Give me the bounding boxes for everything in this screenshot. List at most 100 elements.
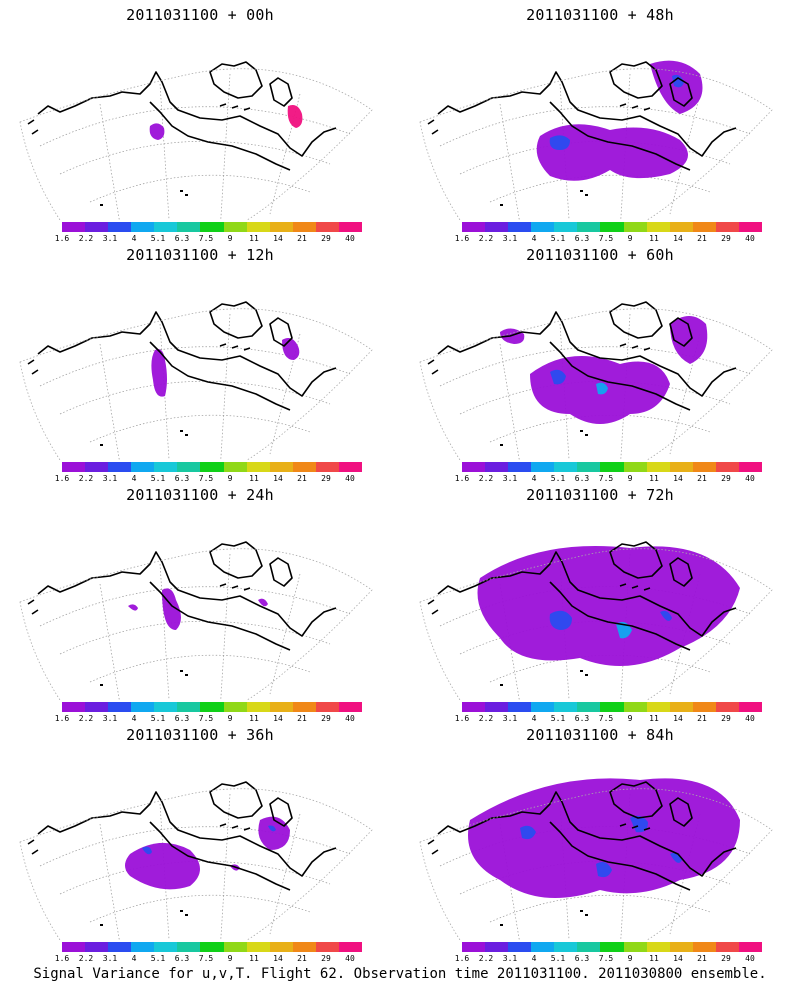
colorbar-swatch (738, 462, 763, 472)
colorbar-tick-label: 1.6 (454, 234, 470, 243)
figure-caption: Signal Variance for u,v,T. Flight 62. Ob… (33, 966, 767, 982)
variance-contour (550, 369, 566, 385)
colorbar-swatch (246, 222, 270, 232)
colorbar-swatch (292, 222, 316, 232)
coastline (27, 541, 337, 651)
coastline (427, 301, 737, 411)
colorbar-swatch (177, 702, 201, 712)
colorbar-swatch (246, 702, 270, 712)
variance-contour (500, 328, 525, 344)
colorbar-swatch (715, 222, 739, 232)
variance-contour (549, 610, 572, 630)
colorbar-tick-label: 9 (627, 714, 633, 723)
colorbar (62, 942, 363, 952)
variance-contour (287, 105, 303, 128)
colorbar-swatch (623, 942, 647, 952)
colorbar-swatch (715, 702, 739, 712)
variance-contour (672, 74, 684, 88)
variance-contour (258, 816, 290, 850)
colorbar (462, 702, 763, 712)
colorbar-swatch (462, 222, 486, 232)
colorbar-swatch (508, 702, 532, 712)
island (580, 430, 583, 432)
colorbar-swatch (623, 702, 647, 712)
colorbar-swatch (692, 942, 716, 952)
polar-map (419, 778, 773, 940)
colorbar-swatch (154, 942, 178, 952)
colorbar-ticks: 1.6 2.2 3.1 4 5.1 6.3 7.5 9 11 14 21 29 40 (455, 474, 762, 484)
polar-map (419, 60, 773, 220)
colorbar-tick-label: 7.5 (598, 474, 614, 483)
colorbar-tick-label: 14 (273, 954, 283, 963)
colorbar-swatch (292, 942, 316, 952)
island (500, 444, 503, 446)
island (180, 430, 183, 432)
colorbar (462, 462, 763, 472)
colorbar-tick-label: 6.3 (174, 954, 190, 963)
colorbar-ticks: 1.6 2.2 3.1 4 5.1 6.3 7.5 9 11 14 21 29 40 (55, 234, 362, 244)
colorbar-swatch (554, 222, 578, 232)
island (500, 204, 503, 206)
colorbar-tick-label: 21 (697, 954, 707, 963)
colorbar-tick-label: 5.1 (550, 954, 566, 963)
colorbar-tick-label: 29 (721, 714, 731, 723)
coastline (27, 61, 337, 171)
colorbar-swatch (577, 702, 601, 712)
colorbar-swatch (646, 222, 670, 232)
island (100, 924, 103, 926)
colorbar-tick-label: 4 (531, 474, 537, 483)
colorbar-tick-label: 21 (697, 234, 707, 243)
colorbar-swatch (338, 462, 363, 472)
colorbar-tick-label: 2.2 (478, 954, 494, 963)
colorbar-tick-label: 7.5 (198, 714, 214, 723)
map-panel-48h: 2011031100 + 48h 1.6 2.2 3.1 4 5.1 6.3 7.5 9 11 1… (400, 0, 800, 243)
colorbar-tick-label: 11 (249, 954, 259, 963)
colorbar-swatch (131, 702, 155, 712)
variance-contour (660, 610, 672, 621)
colorbar-swatch (292, 702, 316, 712)
island (185, 194, 188, 196)
island (100, 204, 103, 206)
colorbar-swatch (669, 702, 693, 712)
colorbar-swatch (154, 462, 178, 472)
colorbar-swatch (646, 462, 670, 472)
colorbar-tick-label: 5.1 (150, 954, 166, 963)
colorbar-tick-label: 3.1 (502, 234, 518, 243)
colorbar-swatch (531, 942, 555, 952)
colorbar-tick-label: 2.2 (78, 954, 94, 963)
colorbar-tick-label: 4 (531, 954, 537, 963)
colorbar-swatch (338, 942, 363, 952)
map-panel-60h: 2011031100 + 60h 1.6 2.2 3.1 4 5.1 6.3 7.5 9 11 1… (400, 240, 800, 483)
colorbar-swatch (85, 462, 109, 472)
colorbar-tick-label: 1.6 (54, 234, 70, 243)
colorbar-tick-label: 3.1 (502, 954, 518, 963)
variance-contour (258, 598, 268, 607)
colorbar-swatch (531, 462, 555, 472)
colorbar-swatch (669, 462, 693, 472)
colorbar-tick-label: 9 (627, 954, 633, 963)
colorbar-tick-label: 1.6 (454, 954, 470, 963)
colorbar-tick-label: 21 (297, 954, 307, 963)
colorbar-swatch (131, 462, 155, 472)
colorbar-tick-label: 3.1 (502, 714, 518, 723)
colorbar-swatch (646, 702, 670, 712)
colorbar-tick-label: 11 (649, 474, 659, 483)
colorbar-tick-label: 11 (249, 474, 259, 483)
colorbar-tick-label: 14 (673, 954, 683, 963)
colorbar-swatch (62, 222, 86, 232)
map-frame (419, 308, 773, 460)
colorbar-swatch (177, 462, 201, 472)
colorbar (62, 462, 363, 472)
panel-title: 2011031100 + 36h (126, 726, 274, 744)
colorbar-tick-label: 40 (745, 714, 755, 723)
polar-map (19, 61, 373, 220)
island (100, 684, 103, 686)
colorbar-swatch (692, 222, 716, 232)
colorbar-swatch (292, 462, 316, 472)
colorbar-tick-label: 21 (297, 474, 307, 483)
colorbar-ticks: 1.6 2.2 3.1 4 5.1 6.3 7.5 9 11 14 21 29 40 (55, 474, 362, 484)
colorbar-swatch (485, 942, 509, 952)
colorbar-swatch (154, 702, 178, 712)
colorbar-tick-label: 3.1 (102, 714, 118, 723)
variance-contour (596, 862, 612, 878)
